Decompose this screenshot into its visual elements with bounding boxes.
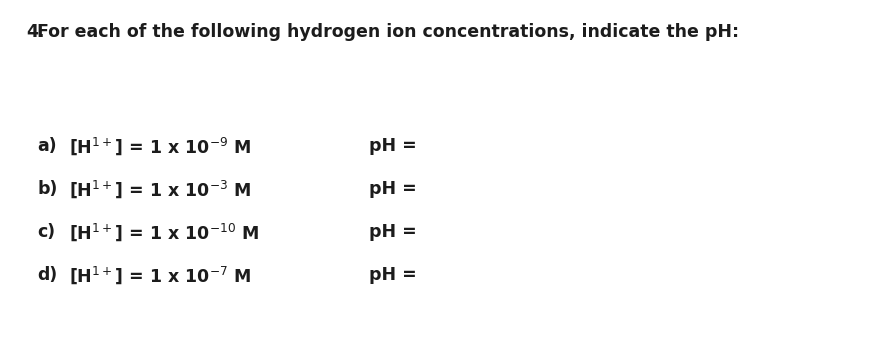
Text: [H$^{1+}$] = 1 x 10$^{-9}$ M: [H$^{1+}$] = 1 x 10$^{-9}$ M (69, 135, 252, 157)
Text: b): b) (37, 180, 58, 198)
Text: [H$^{1+}$] = 1 x 10$^{-10}$ M: [H$^{1+}$] = 1 x 10$^{-10}$ M (69, 221, 260, 243)
Text: c): c) (37, 223, 55, 241)
Text: d): d) (37, 266, 58, 284)
Text: pH =: pH = (369, 223, 417, 241)
Text: pH =: pH = (369, 137, 417, 155)
Text: [H$^{1+}$] = 1 x 10$^{-7}$ M: [H$^{1+}$] = 1 x 10$^{-7}$ M (69, 265, 252, 286)
Text: [H$^{1+}$] = 1 x 10$^{-3}$ M: [H$^{1+}$] = 1 x 10$^{-3}$ M (69, 178, 252, 200)
Text: pH =: pH = (369, 180, 417, 198)
Text: pH =: pH = (369, 266, 417, 284)
Text: 4.: 4. (27, 23, 45, 41)
Text: a): a) (37, 137, 57, 155)
Text: For each of the following hydrogen ion concentrations, indicate the pH:: For each of the following hydrogen ion c… (37, 23, 740, 41)
